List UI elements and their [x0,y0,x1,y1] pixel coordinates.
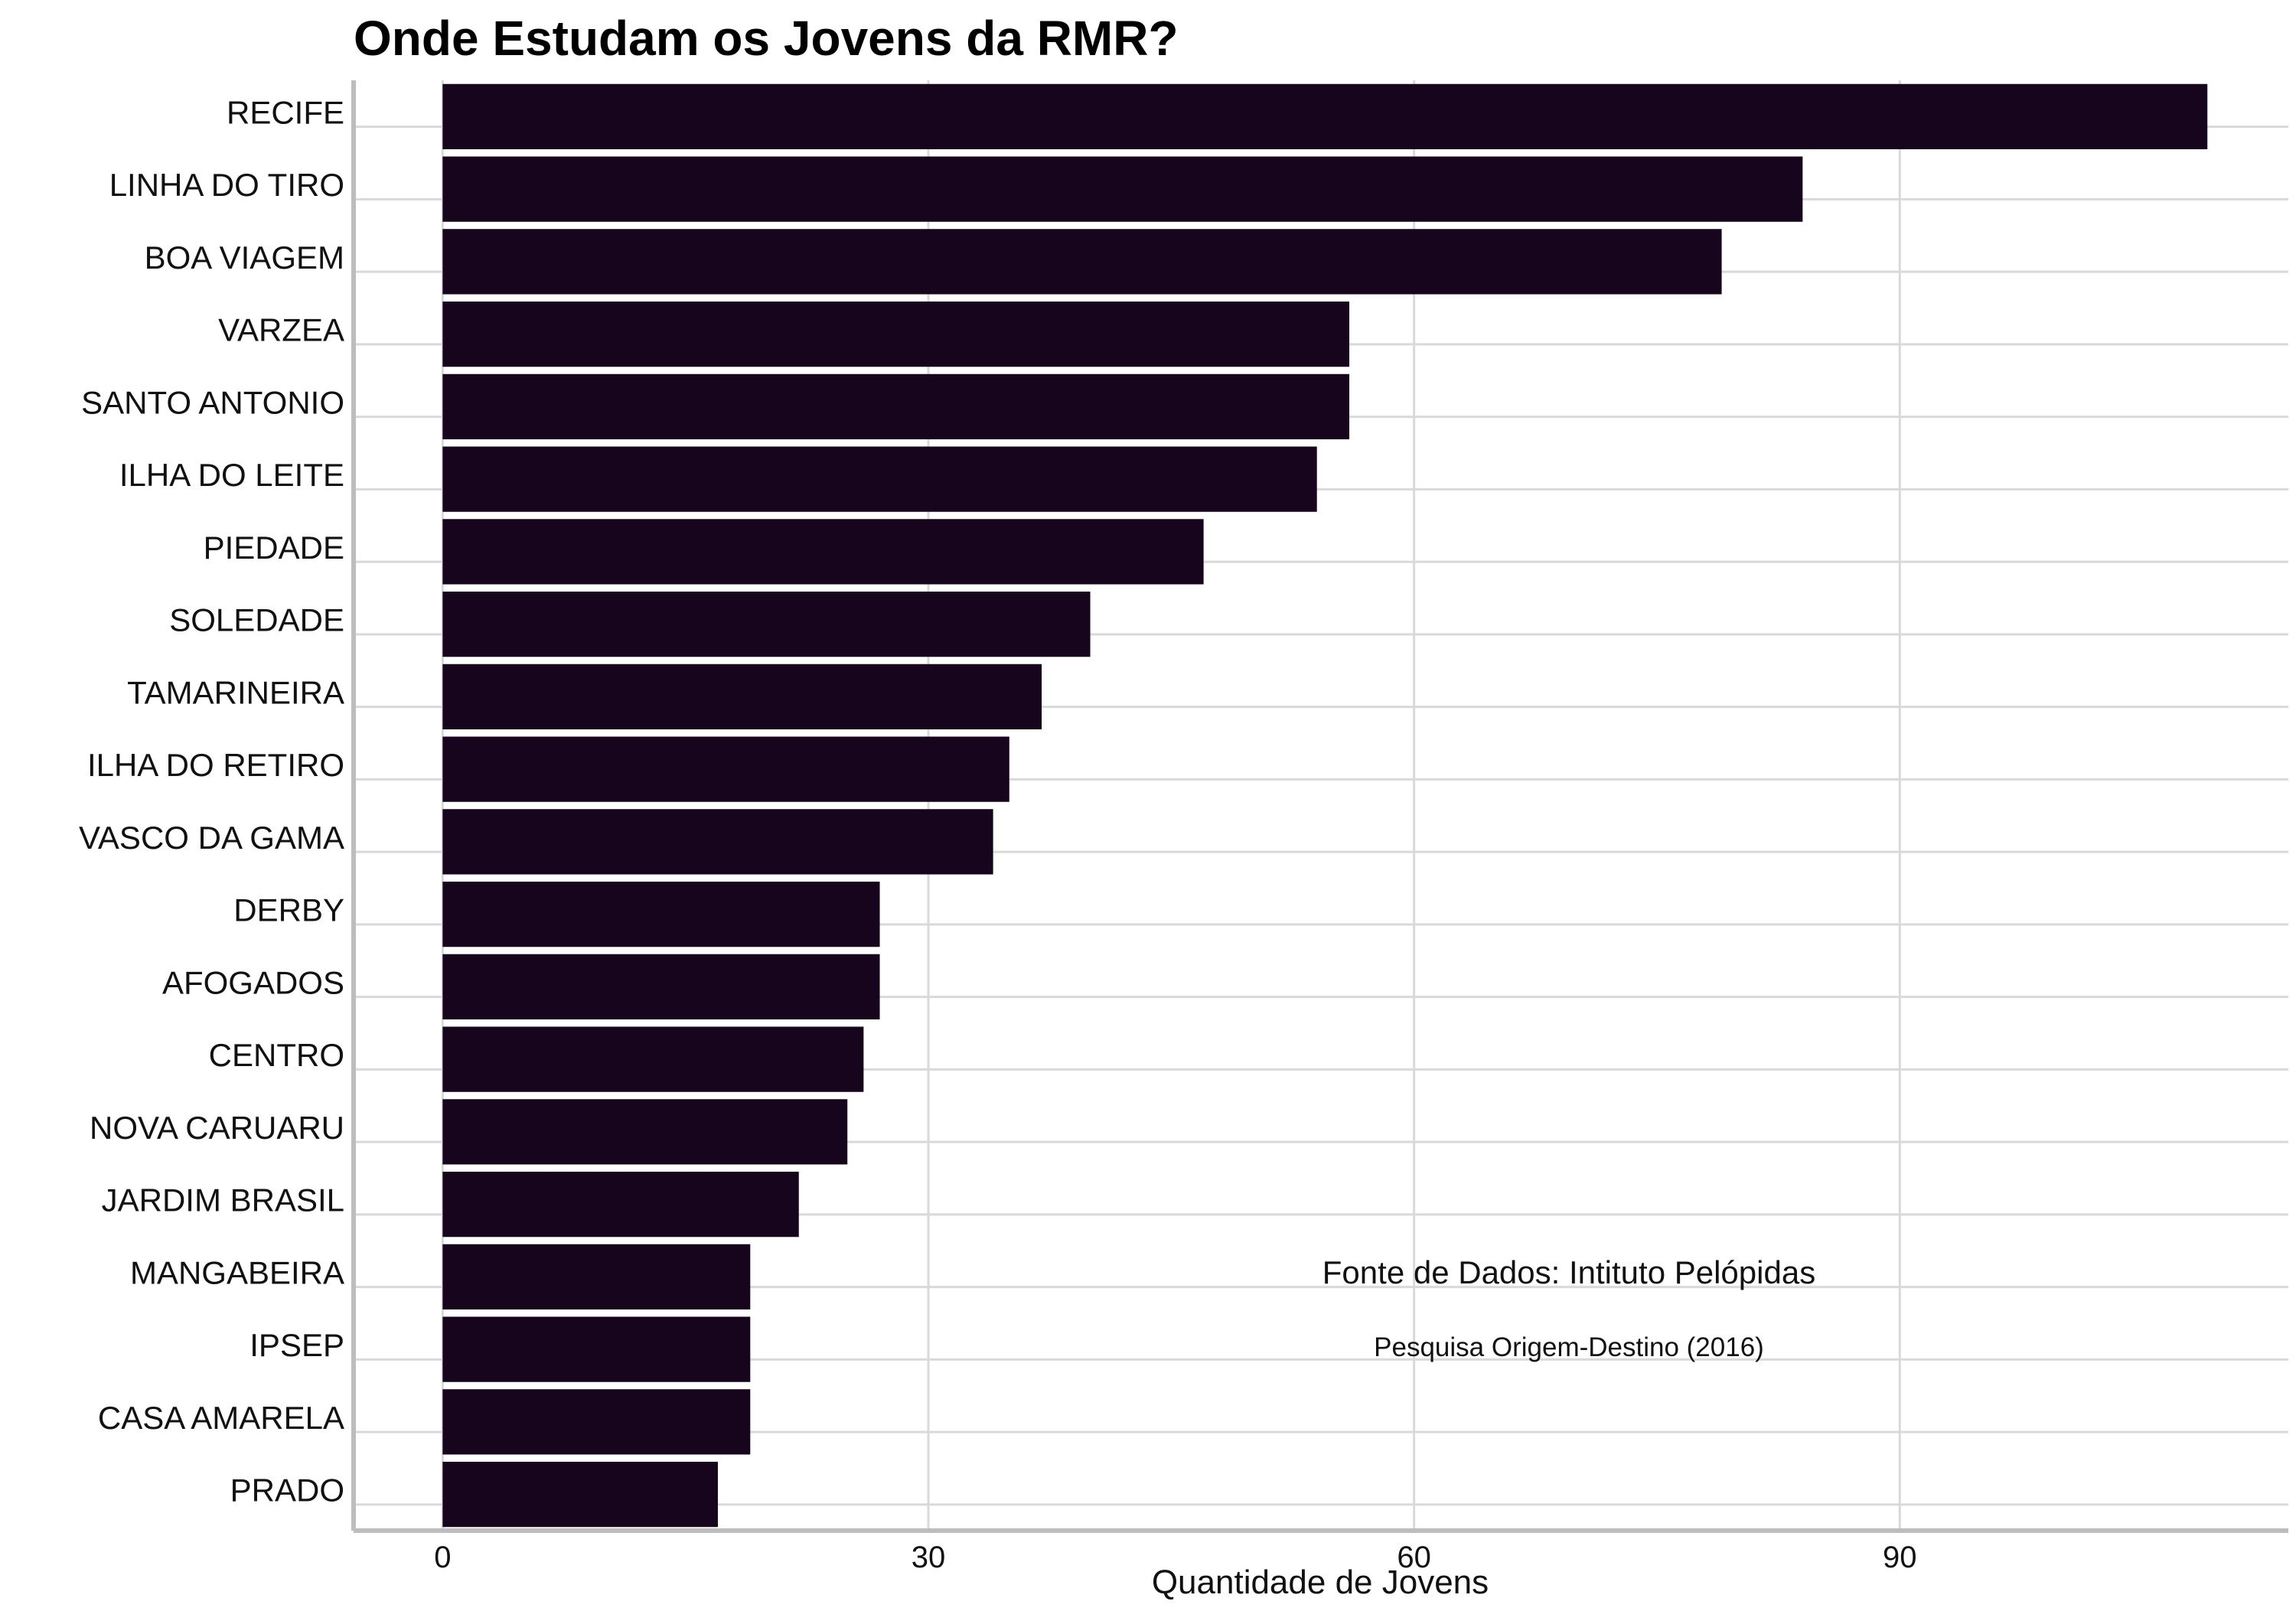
x-tick-label: 90 [1883,1541,1917,1574]
bar [442,954,880,1020]
category-label: SANTO ANTONIO [81,384,344,420]
category-label: JARDIM BRASIL [102,1182,344,1218]
bar [442,83,2208,150]
tick-labels: 0 30 60 90 [434,1541,1916,1574]
x-tick-label: 30 [912,1541,946,1574]
bar [442,156,1803,222]
annotation-source: Fonte de Dados: Intituto Pelópidas [1322,1254,1815,1290]
category-label: VARZEA [218,312,344,348]
category-labels: RECIFE LINHA DO TIRO BOA VIAGEM VARZEA SANTO… [79,94,344,1508]
category-label: VASCO DA GAMA [79,820,344,856]
bar [442,1316,751,1382]
category-label: PIEDADE [204,530,344,566]
bar [442,591,1091,657]
bar [442,373,1350,440]
bar [442,881,880,947]
annotation-survey: Pesquisa Origem-Destino (2016) [1374,1332,1764,1362]
bar [442,229,1722,295]
bar [442,519,1204,585]
category-label: TAMARINEIRA [127,674,344,710]
axes [351,80,2288,1533]
grid-lines [354,80,2288,1531]
bar [442,809,993,875]
bar [442,446,1317,512]
category-label: IPSEP [249,1327,344,1363]
x-tick-label: 60 [1397,1541,1431,1574]
category-label: LINHA DO TIRO [109,167,344,203]
category-label: CENTRO [209,1037,344,1073]
category-label: AFOGADOS [162,964,344,1000]
chart-title: Onde Estudam os Jovens da RMR? [354,11,1179,66]
bar [442,664,1042,730]
bar [442,736,1009,802]
bar [442,1171,799,1238]
category-label: RECIFE [227,94,344,130]
x-axis-label: Quantidade de Jovens [1152,1564,1489,1601]
category-label: NOVA CARUARU [90,1110,344,1146]
category-label: PRADO [230,1472,344,1508]
x-tick-label: 0 [434,1541,451,1574]
category-label: ILHA DO LEITE [119,457,344,493]
bar [442,1461,718,1528]
category-label: MANGABEIRA [130,1254,344,1290]
bar [442,301,1350,367]
category-label: SOLEDADE [169,602,344,638]
bar [442,1026,864,1092]
bar [442,1099,848,1165]
bar [442,1389,751,1455]
category-label: CASA AMARELA [98,1400,344,1436]
category-label: BOA VIAGEM [145,240,344,276]
bar [442,1244,751,1310]
bars [442,83,2208,1528]
category-label: DERBY [233,892,344,928]
category-label: ILHA DO RETIRO [87,747,344,783]
